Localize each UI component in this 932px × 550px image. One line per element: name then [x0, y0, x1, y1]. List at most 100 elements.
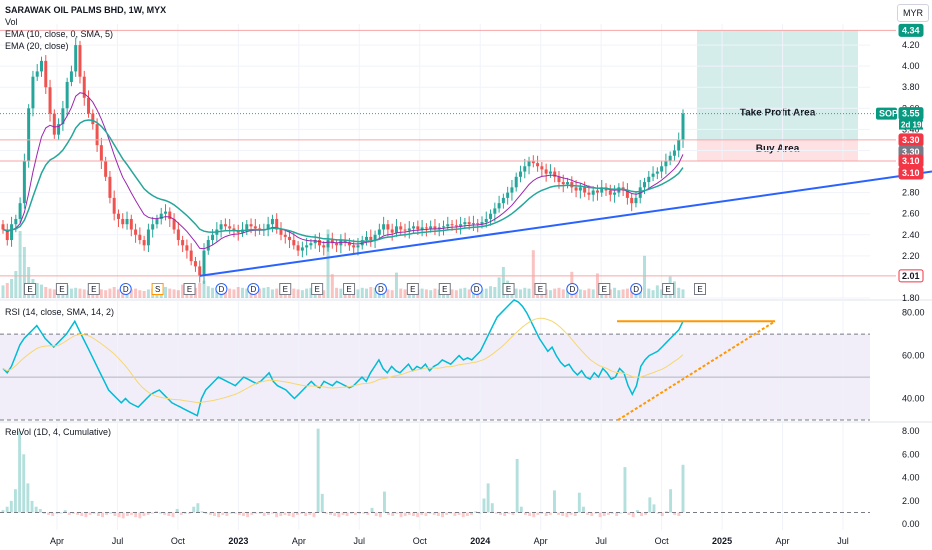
relvol-bar — [370, 507, 374, 513]
volume-bar — [583, 290, 587, 298]
candle-body — [407, 228, 411, 231]
dividend-marker[interactable] — [247, 283, 260, 295]
relvol-bar — [175, 509, 179, 513]
candle-body — [74, 45, 78, 72]
candle-body — [176, 229, 180, 241]
dividend-marker[interactable] — [470, 283, 483, 295]
relvol-bar — [490, 503, 494, 513]
dividend-marker[interactable] — [566, 283, 579, 295]
candle-body — [347, 242, 351, 246]
earnings-marker[interactable] — [694, 283, 706, 295]
candle-body — [399, 226, 403, 230]
relvol-bar — [59, 512, 63, 514]
dividend-marker[interactable] — [374, 283, 387, 295]
volume-bar — [232, 289, 236, 298]
ema10-line — [2, 92, 684, 250]
earnings-marker[interactable] — [183, 283, 196, 295]
candle-body — [245, 224, 249, 230]
candle-body — [129, 218, 133, 230]
rsi-line — [2, 298, 684, 417]
relvol-bar — [387, 512, 391, 515]
volume-bar — [459, 288, 463, 298]
volume-bar — [335, 287, 339, 298]
dividend-marker[interactable] — [119, 283, 132, 295]
relvol-bar — [304, 512, 308, 517]
relvol-bar — [449, 512, 453, 514]
volume-bar — [172, 289, 176, 298]
relvol-bar — [308, 512, 312, 515]
volume-bar — [78, 288, 82, 298]
earnings-marker[interactable] — [343, 283, 356, 295]
candle-body — [668, 155, 672, 161]
candle-body — [514, 176, 518, 188]
earnings-marker[interactable] — [598, 283, 611, 295]
candle-body — [275, 218, 279, 230]
relvol-bar — [660, 512, 664, 517]
earnings-marker[interactable] — [24, 283, 36, 295]
price-tick-label: 4.00 — [902, 61, 920, 71]
candle-body — [647, 176, 651, 183]
currency-button[interactable]: MYR — [897, 4, 929, 22]
candle-body — [164, 211, 168, 214]
earnings-marker[interactable] — [279, 283, 292, 295]
volume-bar — [134, 288, 138, 298]
relvol-bar — [540, 512, 544, 514]
candle-body — [206, 240, 210, 251]
symbol-tag[interactable] — [876, 107, 897, 120]
relvol-bar — [436, 512, 440, 517]
volume-bar — [356, 289, 360, 298]
x-tick-label: Oct — [171, 536, 186, 546]
relvol-bar — [582, 506, 585, 513]
earnings-marker[interactable] — [502, 283, 515, 295]
earnings-marker[interactable] — [662, 283, 675, 295]
candle-body — [600, 187, 604, 193]
candle-body — [168, 211, 172, 219]
relvol-bar — [275, 512, 279, 518]
price-tick-label: 1.80 — [902, 293, 920, 303]
earnings-marker[interactable] — [406, 283, 419, 295]
relvol-bar — [26, 483, 30, 513]
relvol-bar — [457, 512, 461, 515]
ema20-legend: EMA (20, close) — [5, 41, 69, 51]
volume-bar — [198, 283, 202, 298]
volume-bar — [467, 289, 471, 298]
relvol-bar — [72, 512, 75, 514]
relvol-bar — [577, 492, 581, 513]
candle-body — [61, 108, 65, 125]
relvol-bar — [333, 512, 337, 517]
earnings-marker[interactable] — [151, 283, 164, 295]
candle-body — [352, 245, 356, 248]
earnings-marker[interactable] — [87, 283, 100, 295]
earnings-marker[interactable] — [438, 283, 451, 295]
candle-body — [587, 192, 591, 195]
volume-bar — [82, 289, 86, 298]
relvol-bar — [623, 467, 627, 513]
relvol-bar — [378, 512, 382, 518]
relvol-bar — [544, 512, 548, 517]
volume-bar — [309, 287, 313, 298]
price-badge — [898, 166, 924, 180]
relvol-bar — [22, 454, 26, 513]
dividend-marker[interactable] — [215, 283, 228, 295]
earnings-marker[interactable] — [55, 283, 68, 295]
earnings-marker[interactable] — [311, 283, 324, 295]
candle-body — [18, 203, 22, 219]
earnings-marker[interactable] — [534, 283, 547, 295]
relvol-bar — [80, 512, 84, 517]
volume-bar — [617, 290, 621, 298]
relvol-bar — [511, 512, 515, 515]
candle-body — [557, 176, 561, 183]
dividend-marker[interactable] — [630, 283, 643, 295]
volume-bar — [660, 289, 664, 298]
relvol-bar — [300, 512, 303, 514]
volume-bar — [176, 290, 180, 298]
relvol-bar — [105, 512, 109, 515]
candle-body — [116, 213, 120, 219]
relvol-bar — [250, 512, 254, 515]
x-tick-label: 2023 — [228, 536, 248, 546]
candle-body — [433, 226, 437, 230]
volume-bar — [339, 288, 343, 298]
candle-body — [335, 243, 339, 246]
relvol-bar — [262, 512, 266, 517]
